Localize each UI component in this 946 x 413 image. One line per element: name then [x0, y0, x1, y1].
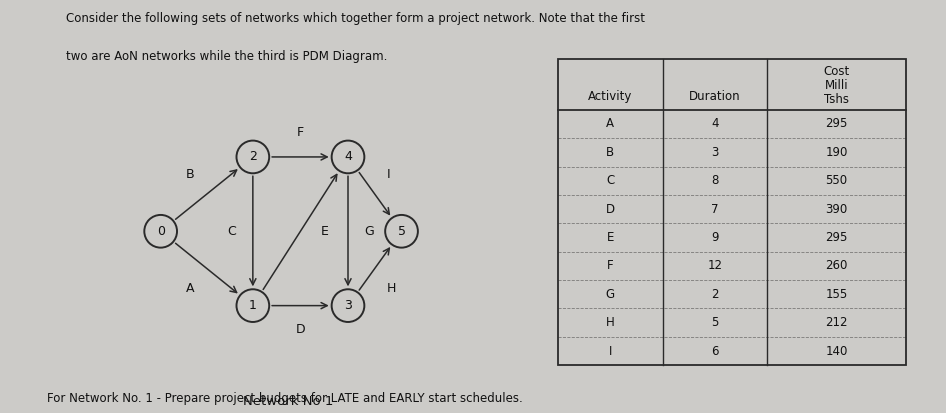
Text: Cost: Cost: [824, 65, 850, 78]
Text: 2: 2: [711, 288, 719, 301]
Text: E: E: [322, 225, 329, 238]
Text: F: F: [607, 259, 614, 273]
Text: 0: 0: [157, 225, 165, 238]
Text: Tshs: Tshs: [824, 93, 850, 106]
Text: H: H: [606, 316, 615, 329]
Text: 12: 12: [708, 259, 723, 273]
Text: A: A: [606, 117, 614, 131]
Circle shape: [332, 140, 364, 173]
Text: 190: 190: [826, 146, 848, 159]
Text: 7: 7: [711, 203, 719, 216]
Text: C: C: [228, 225, 236, 238]
Text: 2: 2: [249, 150, 256, 164]
Text: Milli: Milli: [825, 79, 849, 92]
Text: 212: 212: [826, 316, 848, 329]
Text: B: B: [186, 168, 195, 181]
Text: B: B: [606, 146, 614, 159]
Text: I: I: [608, 344, 612, 358]
Text: For Network No. 1 - Prepare project budgets for LATE and EARLY start schedules.: For Network No. 1 - Prepare project budg…: [47, 392, 523, 405]
Text: A: A: [186, 282, 195, 295]
Text: 3: 3: [711, 146, 718, 159]
Text: 155: 155: [826, 288, 848, 301]
Text: Duration: Duration: [689, 90, 741, 104]
Text: G: G: [605, 288, 615, 301]
Circle shape: [236, 140, 270, 173]
Text: E: E: [606, 231, 614, 244]
Text: 4: 4: [344, 150, 352, 164]
Text: Consider the following sets of networks which together form a project network. N: Consider the following sets of networks …: [66, 12, 645, 25]
Circle shape: [236, 289, 270, 322]
Text: 140: 140: [826, 344, 848, 358]
Text: 5: 5: [711, 316, 718, 329]
Text: 6: 6: [711, 344, 719, 358]
Text: 4: 4: [711, 117, 719, 131]
Text: H: H: [387, 282, 396, 295]
Text: two are AoN networks while the third is PDM Diagram.: two are AoN networks while the third is …: [66, 50, 388, 62]
Circle shape: [145, 215, 177, 248]
Text: F: F: [297, 126, 304, 139]
Text: 295: 295: [826, 231, 848, 244]
Text: 1: 1: [249, 299, 256, 312]
Text: 390: 390: [826, 203, 848, 216]
Text: 8: 8: [711, 174, 718, 187]
Text: G: G: [364, 225, 374, 238]
Text: D: D: [605, 203, 615, 216]
Text: 3: 3: [344, 299, 352, 312]
Circle shape: [332, 289, 364, 322]
Circle shape: [385, 215, 418, 248]
Text: 260: 260: [826, 259, 848, 273]
Text: 295: 295: [826, 117, 848, 131]
Text: 9: 9: [711, 231, 719, 244]
Text: Activity: Activity: [588, 90, 633, 104]
Text: I: I: [387, 168, 391, 181]
Text: D: D: [295, 323, 306, 337]
Text: C: C: [606, 174, 615, 187]
Text: Network No 1: Network No 1: [243, 395, 334, 408]
Text: 550: 550: [826, 174, 848, 187]
Text: 5: 5: [397, 225, 406, 238]
